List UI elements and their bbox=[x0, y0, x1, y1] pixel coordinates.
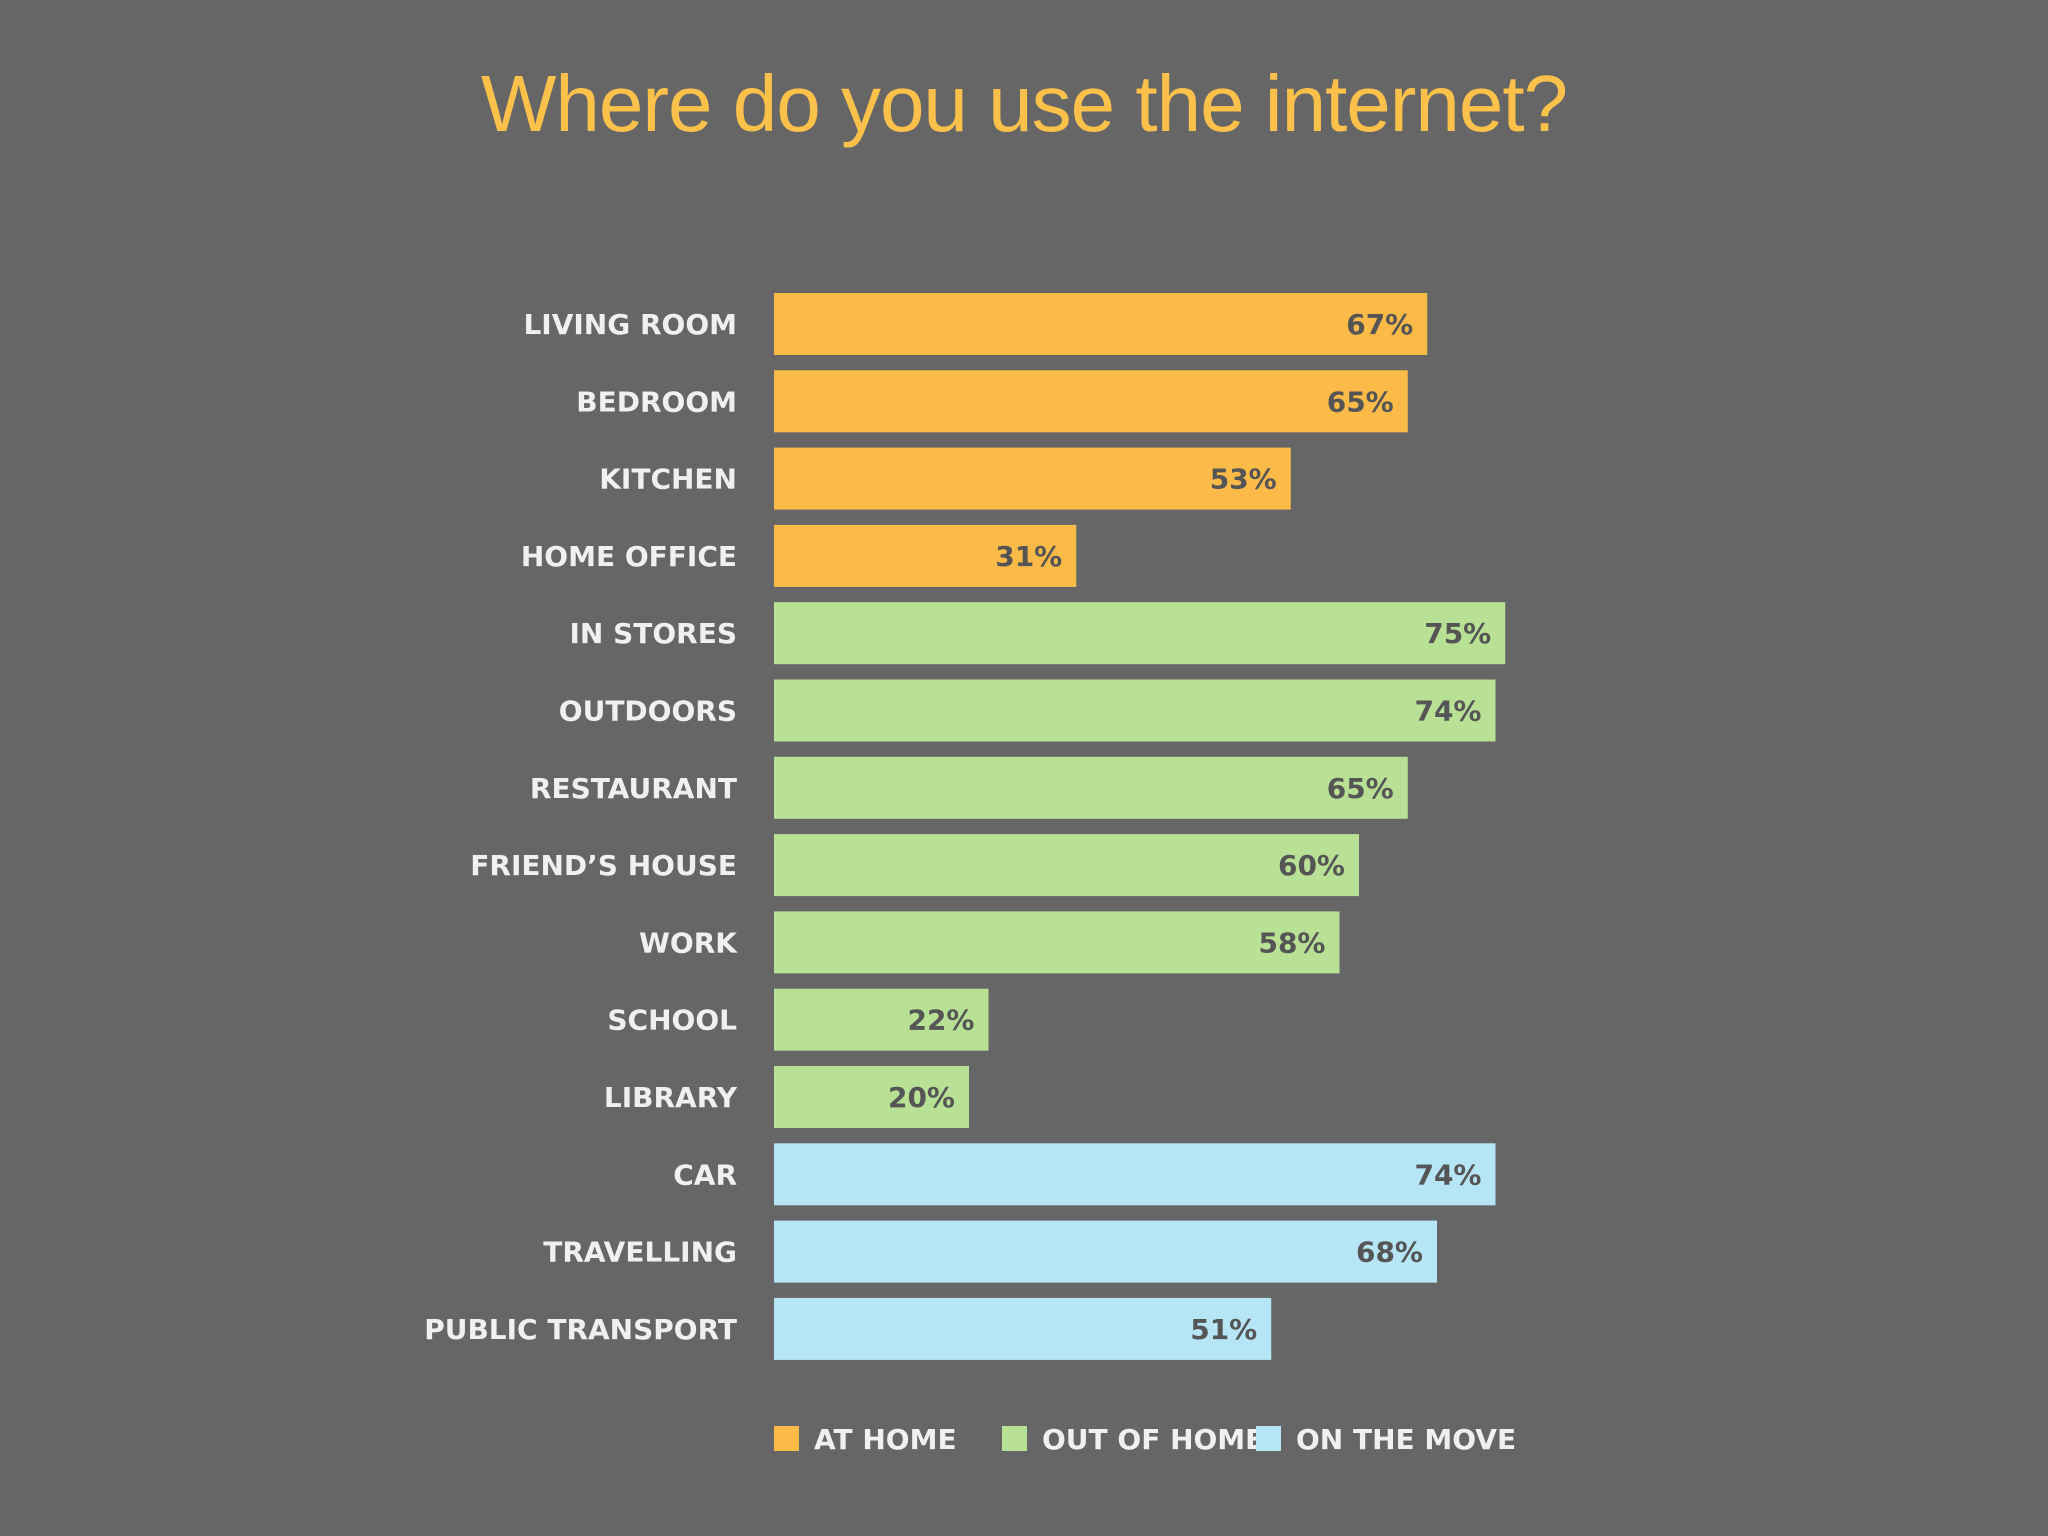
bar-outdoors bbox=[774, 679, 1496, 742]
bars-layer: LIVING ROOM 67% BEDROOM 65% KITCHEN 53% HOME O… bbox=[424, 293, 1506, 1360]
bar-row-travelling: TRAVELLING 68% bbox=[543, 1220, 1437, 1283]
legend-label-at-home: AT HOME bbox=[814, 1423, 957, 1456]
bar-row-bedroom: BEDROOM 65% bbox=[576, 370, 1408, 433]
value-label-restaurant: 65% bbox=[1327, 772, 1394, 805]
value-label-outdoors: 74% bbox=[1414, 695, 1481, 728]
legend: AT HOME OUT OF HOME ON THE MOVE bbox=[774, 1423, 1516, 1456]
bar-row-outdoors: OUTDOORS 74% bbox=[559, 679, 1496, 742]
bar-kitchen bbox=[774, 447, 1291, 510]
value-label-bedroom: 65% bbox=[1327, 385, 1394, 418]
category-label-work: WORK bbox=[639, 926, 738, 959]
category-label-public-transport: PUBLIC TRANSPORT bbox=[424, 1313, 737, 1346]
category-label-car: CAR bbox=[673, 1158, 737, 1191]
category-label-travelling: TRAVELLING bbox=[543, 1236, 737, 1269]
value-label-living-room: 67% bbox=[1346, 308, 1413, 341]
bar-row-school: SCHOOL 22% bbox=[607, 988, 989, 1051]
bar-friend-s-house bbox=[774, 834, 1359, 897]
bar-row-library: LIBRARY 20% bbox=[604, 1066, 969, 1128]
category-label-library: LIBRARY bbox=[604, 1081, 738, 1114]
bar-row-living-room: LIVING ROOM 67% bbox=[523, 293, 1428, 355]
category-label-living-room: LIVING ROOM bbox=[523, 308, 737, 341]
bar-row-home-office: HOME OFFICE 31% bbox=[521, 524, 1077, 587]
bar-row-friend-s-house: FRIEND’S HOUSE 60% bbox=[470, 834, 1359, 897]
value-label-public-transport: 51% bbox=[1190, 1313, 1257, 1346]
bar-library bbox=[774, 1066, 969, 1128]
legend-swatch-out-of-home bbox=[1002, 1426, 1027, 1451]
value-label-friend-s-house: 60% bbox=[1278, 849, 1345, 882]
category-label-in-stores: IN STORES bbox=[569, 617, 737, 650]
bar-work bbox=[774, 911, 1340, 974]
legend-label-on-the-move: ON THE MOVE bbox=[1296, 1423, 1516, 1456]
legend-swatch-at-home bbox=[774, 1426, 799, 1451]
bar-row-restaurant: RESTAURANT 65% bbox=[530, 756, 1408, 819]
category-label-restaurant: RESTAURANT bbox=[530, 772, 737, 805]
value-label-in-stores: 75% bbox=[1424, 617, 1491, 650]
value-label-car: 74% bbox=[1414, 1158, 1481, 1191]
value-label-school: 22% bbox=[907, 1004, 974, 1037]
value-label-work: 58% bbox=[1258, 926, 1325, 959]
category-label-school: SCHOOL bbox=[607, 1004, 737, 1037]
bar-in-stores bbox=[774, 602, 1506, 665]
bar-restaurant bbox=[774, 756, 1408, 819]
bar-living-room bbox=[774, 293, 1428, 355]
category-label-outdoors: OUTDOORS bbox=[559, 695, 737, 728]
value-label-kitchen: 53% bbox=[1210, 463, 1277, 496]
bar-row-car: CAR 74% bbox=[673, 1143, 1496, 1206]
bar-row-kitchen: KITCHEN 53% bbox=[599, 447, 1291, 510]
bar-travelling bbox=[774, 1220, 1437, 1283]
category-label-kitchen: KITCHEN bbox=[599, 463, 737, 496]
bar-school bbox=[774, 988, 989, 1051]
bar-public-transport bbox=[774, 1297, 1272, 1360]
bar-row-work: WORK 58% bbox=[639, 911, 1340, 974]
legend-label-out-of-home: OUT OF HOME bbox=[1042, 1423, 1264, 1456]
bar-row-in-stores: IN STORES 75% bbox=[569, 602, 1506, 665]
bar-car bbox=[774, 1143, 1496, 1206]
value-label-library: 20% bbox=[888, 1081, 955, 1114]
legend-item-at-home: AT HOME bbox=[774, 1423, 957, 1456]
value-label-travelling: 68% bbox=[1356, 1236, 1423, 1269]
bar-bedroom bbox=[774, 370, 1408, 433]
category-label-bedroom: BEDROOM bbox=[576, 385, 737, 418]
category-label-friend-s-house: FRIEND’S HOUSE bbox=[470, 849, 737, 882]
bar-row-public-transport: PUBLIC TRANSPORT 51% bbox=[424, 1297, 1272, 1360]
category-label-home-office: HOME OFFICE bbox=[521, 540, 737, 573]
chart-title: Where do you use the internet? bbox=[480, 59, 1568, 148]
legend-item-on-the-move: ON THE MOVE bbox=[1256, 1423, 1516, 1456]
legend-item-out-of-home: OUT OF HOME bbox=[1002, 1423, 1264, 1456]
bar-home-office bbox=[774, 524, 1077, 587]
legend-swatch-on-the-move bbox=[1256, 1426, 1281, 1451]
value-label-home-office: 31% bbox=[995, 540, 1062, 573]
